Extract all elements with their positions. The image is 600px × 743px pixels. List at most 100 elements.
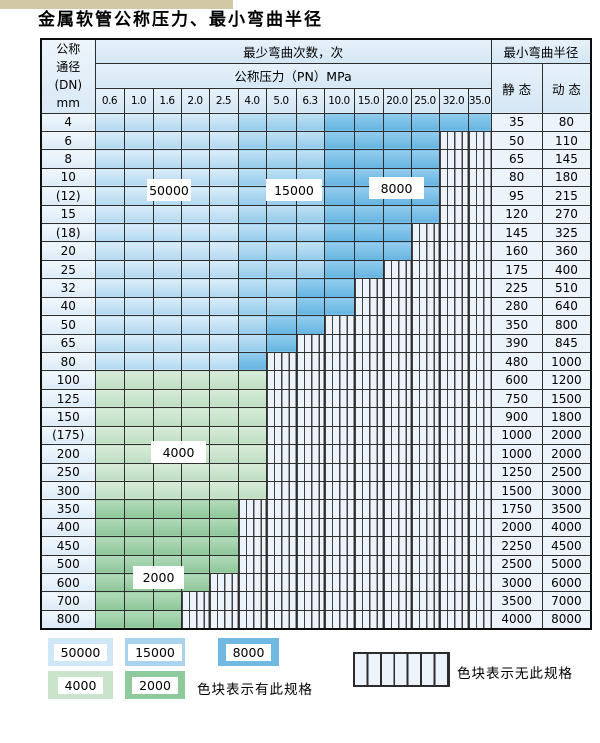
no-spec-cell — [353, 351, 384, 372]
no-spec-cell — [410, 333, 440, 353]
spec-cell-2000 — [94, 536, 125, 556]
spec-cell-15000 — [295, 130, 325, 151]
pressure-header-cell: 15.0 — [353, 87, 384, 114]
no-spec-cell — [323, 388, 355, 409]
table-row: 6 50 110 — [40, 130, 592, 151]
spec-cell-15000 — [265, 296, 297, 317]
radius-header: 最小弯曲半径 — [490, 38, 592, 64]
spec-cell-2000 — [152, 536, 182, 556]
no-spec-cell — [382, 278, 412, 298]
no-spec-cell — [180, 591, 210, 611]
spec-cell-15000 — [265, 278, 297, 298]
spec-cell-4000 — [237, 407, 267, 427]
spec-cell-50000 — [208, 351, 239, 372]
no-spec-cell — [438, 554, 469, 575]
no-spec-cell — [382, 554, 412, 575]
spec-cell-50000 — [152, 241, 182, 261]
dynamic-radius-cell: 325 — [541, 223, 592, 243]
spec-cell-50000 — [152, 278, 182, 298]
no-spec-cell — [410, 573, 440, 593]
cycles-label-15000: 15000 — [266, 179, 322, 201]
spec-cell-2000 — [180, 536, 210, 556]
spec-cell-50000 — [208, 296, 239, 317]
spec-cell-50000 — [123, 278, 154, 298]
static-radius-cell: 600 — [490, 370, 543, 390]
dn-cell: (12) — [40, 186, 96, 206]
spec-cell-2000 — [94, 591, 125, 611]
dynamic-radius-cell: 3500 — [541, 499, 592, 519]
spec-cell-4000 — [208, 407, 239, 427]
spec-cell-50000 — [152, 296, 182, 317]
spec-cell-50000 — [180, 112, 210, 132]
cycles-label-8000: 8000 — [369, 177, 424, 199]
spec-cell-2000 — [123, 499, 154, 519]
spec-cell-4000 — [237, 425, 267, 446]
spec-cell-15000 — [265, 130, 297, 151]
spec-cell-50000 — [180, 315, 210, 335]
spec-cell-50000 — [152, 315, 182, 335]
dynamic-radius-cell: 3000 — [541, 480, 592, 501]
dn-header-line: 通径 — [56, 60, 81, 75]
no-spec-cell — [208, 573, 239, 593]
static-radius-cell: 2500 — [490, 554, 543, 575]
spec-cell-4000 — [208, 462, 239, 482]
no-spec-cell — [353, 609, 384, 630]
dn-cell: (18) — [40, 223, 96, 243]
no-spec-cell — [410, 278, 440, 298]
spec-cell-50000 — [180, 259, 210, 280]
table-row: (175) 1000 2000 — [40, 425, 592, 446]
dynamic-radius-cell: 180 — [541, 167, 592, 188]
spec-cell-2000 — [180, 573, 210, 593]
no-spec-cell — [410, 223, 440, 243]
spec-cell-2000 — [94, 609, 125, 630]
table-row: 350 1750 3500 — [40, 499, 592, 519]
dn-cell: 15 — [40, 204, 96, 225]
no-spec-cell — [438, 444, 469, 464]
static-radius-cell: 480 — [490, 351, 543, 372]
spec-cell-2000 — [94, 554, 125, 575]
no-spec-cell — [265, 609, 297, 630]
table-row: 250 1250 2500 — [40, 462, 592, 482]
no-spec-cell — [410, 591, 440, 611]
no-spec-cell — [382, 536, 412, 556]
spec-cell-15000 — [237, 204, 267, 225]
no-spec-cell — [353, 444, 384, 464]
no-spec-cell — [410, 296, 440, 317]
no-spec-cell — [467, 241, 492, 261]
spec-cell-15000 — [295, 204, 325, 225]
dynamic-radius-cell: 215 — [541, 186, 592, 206]
spec-cell-4000 — [180, 480, 210, 501]
spec-cell-8000 — [295, 278, 325, 298]
no-spec-cell — [323, 573, 355, 593]
spec-cell-50000 — [123, 259, 154, 280]
spec-cell-4000 — [180, 388, 210, 409]
pressure-header-cell: 25.0 — [410, 87, 440, 114]
static-radius-cell: 3000 — [490, 573, 543, 593]
spec-cell-2000 — [152, 609, 182, 630]
no-spec-cell — [208, 609, 239, 630]
dynamic-radius-cell: 400 — [541, 259, 592, 280]
no-spec-cell — [438, 296, 469, 317]
no-spec-cell — [438, 517, 469, 538]
spec-cell-50000 — [94, 204, 125, 225]
no-spec-cell — [323, 609, 355, 630]
static-radius-cell: 4000 — [490, 609, 543, 630]
no-spec-cell — [295, 333, 325, 353]
pressure-header-cell: 4.0 — [237, 87, 267, 114]
no-spec-cell — [438, 609, 469, 630]
cycles-header: 最少弯曲次数，次 — [94, 38, 492, 64]
dn-cell: 125 — [40, 388, 96, 409]
no-spec-cell — [295, 480, 325, 501]
no-spec-cell — [237, 499, 267, 519]
dn-cell: 80 — [40, 351, 96, 372]
spec-cell-8000 — [410, 130, 440, 151]
table-row: 500 2500 5000 — [40, 554, 592, 575]
dynamic-radius-cell: 800 — [541, 315, 592, 335]
spec-cell-50000 — [94, 149, 125, 169]
no-spec-cell — [382, 462, 412, 482]
no-spec-cell — [295, 609, 325, 630]
spec-cell-8000 — [237, 351, 267, 372]
spec-cell-50000 — [208, 223, 239, 243]
spec-cell-50000 — [94, 167, 125, 188]
spec-cell-8000 — [295, 315, 325, 335]
